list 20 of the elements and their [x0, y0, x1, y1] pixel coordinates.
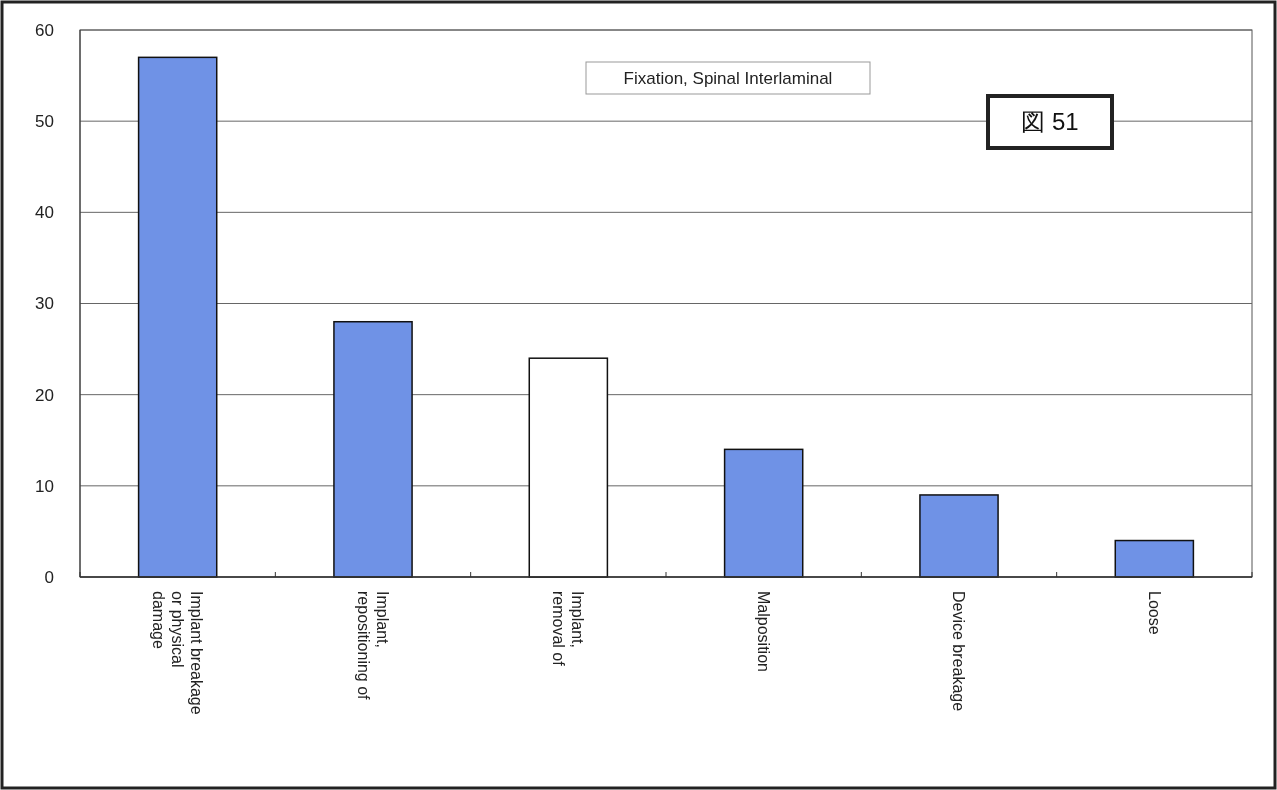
x-tick-label: Loose: [1145, 591, 1163, 635]
y-tick-label: 0: [44, 567, 54, 587]
x-tick-label: Malposition: [755, 591, 773, 672]
x-tick-label: Device breakage: [950, 591, 968, 712]
x-tick-label: Implant, repositioning of: [354, 591, 391, 701]
bar: [919, 494, 999, 578]
x-tick-label: Implant, removal of: [550, 591, 587, 667]
y-tick-label: 20: [35, 385, 54, 405]
bar: [1114, 539, 1195, 578]
y-tick-label: 30: [35, 294, 54, 314]
bar: [137, 56, 218, 578]
bar: [723, 448, 804, 578]
y-tick-label: 60: [35, 20, 54, 40]
y-tick-label: 10: [35, 476, 54, 496]
x-tick-label: Implant breakage or physical damage: [150, 591, 206, 715]
y-tick-label: 40: [35, 203, 54, 223]
text: Fixation, Spinal Interlaminal: [623, 68, 833, 88]
y-tick-label: 50: [35, 112, 54, 132]
annotation: 図 51: [1021, 108, 1079, 136]
bar: [333, 320, 413, 578]
